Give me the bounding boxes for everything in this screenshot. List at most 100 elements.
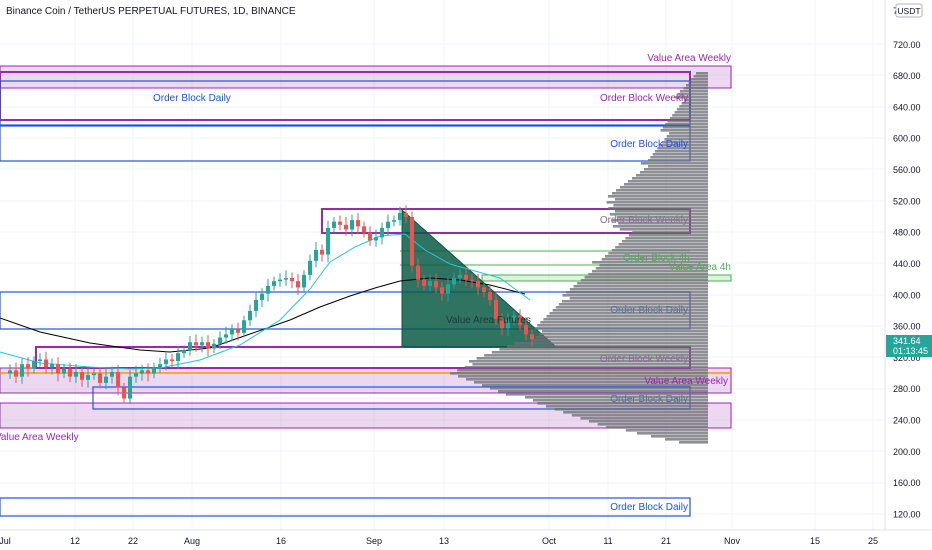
volume-profile-bar: [472, 363, 708, 366]
candle-body: [380, 227, 384, 238]
volume-profile-bar: [540, 321, 708, 324]
volume-profile-bar: [608, 207, 708, 210]
price-tick-label: 520.00: [893, 196, 921, 206]
price-tick-label: 680.00: [893, 71, 921, 81]
last-price-badge: [886, 335, 932, 357]
candle-body: [500, 318, 504, 329]
volume-profile-bar: [625, 429, 708, 432]
falling-wedge[interactable]: [401, 208, 558, 348]
volume-profile-bar: [686, 84, 708, 87]
candle-body: [314, 249, 318, 261]
volume-profile-bar: [681, 102, 708, 105]
candle-body: [14, 370, 18, 377]
price-tick-label: 640.00: [893, 102, 921, 112]
price-tick-label: 400.00: [893, 290, 921, 300]
volume-profile-bar: [546, 405, 708, 408]
volume-profile-bar: [655, 150, 708, 153]
candle-body: [512, 315, 516, 321]
volume-profile-bar: [592, 270, 708, 273]
volume-profile-bar: [464, 366, 708, 369]
order-block-daily-upper-label: Order Block Daily: [610, 139, 688, 150]
volume-profile-bar: [566, 291, 708, 294]
volume-profile-bar: [595, 267, 708, 270]
volume-profile-bar: [535, 336, 708, 339]
currency-badge[interactable]: [895, 3, 923, 18]
order-block-daily-top-label: Order Block Daily: [153, 93, 231, 104]
volume-profile-bar: [525, 396, 708, 399]
price-tick-label: 480.00: [893, 228, 921, 238]
time-axis[interactable]: Jul 12 22 Aug 16 Sep 13 Oct 11 21 Nov 15 25: [0, 529, 932, 550]
volume-profile-bar: [542, 330, 708, 333]
price-tick-label: 160.00: [893, 478, 921, 488]
volume-profile-bar: [562, 300, 708, 303]
volume-profile-bar: [618, 222, 708, 225]
volume-profile-bar: [613, 204, 708, 207]
volume-profile: [450, 72, 708, 444]
volume-profile-bar: [691, 78, 708, 81]
volume-profile-bar: [637, 432, 708, 435]
volume-profile-bar: [534, 327, 708, 330]
volume-profile-bar: [601, 258, 708, 261]
volume-profile-bar: [620, 186, 708, 189]
volume-profile-bar: [659, 144, 708, 147]
value-area-weekly-mid-label: Value Area Weekly: [644, 376, 728, 387]
value-area-4h-label: Value Area 4h: [669, 262, 731, 273]
volume-profile-bar: [665, 438, 708, 441]
volume-profile-bar: [625, 237, 708, 240]
volume-profile-bar: [615, 246, 708, 249]
time-tick-label: 21: [661, 536, 671, 546]
volume-profile-bar: [660, 129, 708, 132]
candle-body: [464, 274, 468, 280]
volume-profile-bar: [672, 114, 708, 117]
candle-body: [80, 371, 84, 380]
value-area-weekly-low-label: Value Area Weekly: [0, 432, 79, 443]
candle-body: [230, 329, 234, 335]
volume-profile-bar: [696, 72, 708, 75]
candle-body: [476, 281, 480, 288]
candle-body: [272, 281, 276, 286]
volume-profile-bar: [609, 213, 708, 216]
volume-profile-bar: [491, 351, 708, 354]
volume-profile-bar: [569, 288, 708, 291]
candle-body: [488, 292, 492, 300]
volume-profile-bar: [597, 423, 708, 426]
order-block-weekly-low-label: Order Block Weekly: [600, 354, 688, 365]
volume-profile-bar: [482, 384, 708, 387]
price-tick-label: 560.00: [893, 165, 921, 175]
candle-body: [386, 221, 390, 228]
candle-body: [32, 361, 36, 369]
candle-body: [104, 376, 108, 383]
time-tick-label: 11: [603, 536, 612, 546]
volume-profile-bar: [507, 345, 708, 348]
volume-profile-bar: [555, 306, 708, 309]
bar-countdown: 01:13:45: [893, 346, 928, 356]
volume-profile-bar: [498, 390, 708, 393]
time-tick-label: Aug: [184, 536, 200, 546]
volume-profile-bar: [662, 126, 708, 129]
volume-profile-bar: [611, 249, 708, 252]
order-block-daily-mid-label: Order Block Daily: [610, 305, 688, 316]
value-area-weekly-top-label: Value Area Weekly: [647, 53, 731, 64]
volume-profile-bar: [693, 75, 708, 78]
candle-body: [236, 329, 240, 333]
volume-profile-bar: [679, 105, 708, 108]
volume-profile-bar: [606, 426, 708, 429]
volume-profile-bar: [619, 228, 708, 231]
candle-body: [290, 278, 294, 282]
volume-profile-bar: [666, 135, 708, 138]
candle-body: [320, 249, 324, 255]
candle-body: [410, 216, 414, 266]
volume-profile-bar: [644, 168, 708, 171]
volume-profile-bar: [588, 273, 708, 276]
price-axis[interactable]: 7 USDT 720.00680.00640.00600.00560.00520…: [884, 0, 932, 530]
volume-profile-bar: [680, 90, 708, 93]
volume-profile-bar: [652, 153, 708, 156]
candle-body: [422, 279, 426, 286]
volume-profile-bar: [665, 123, 708, 126]
candle-body: [188, 342, 192, 351]
time-tick-label: 13: [439, 536, 449, 546]
candle-body: [92, 373, 96, 376]
time-tick-label: 12: [70, 536, 80, 546]
price-tick-label: 600.00: [893, 134, 921, 144]
